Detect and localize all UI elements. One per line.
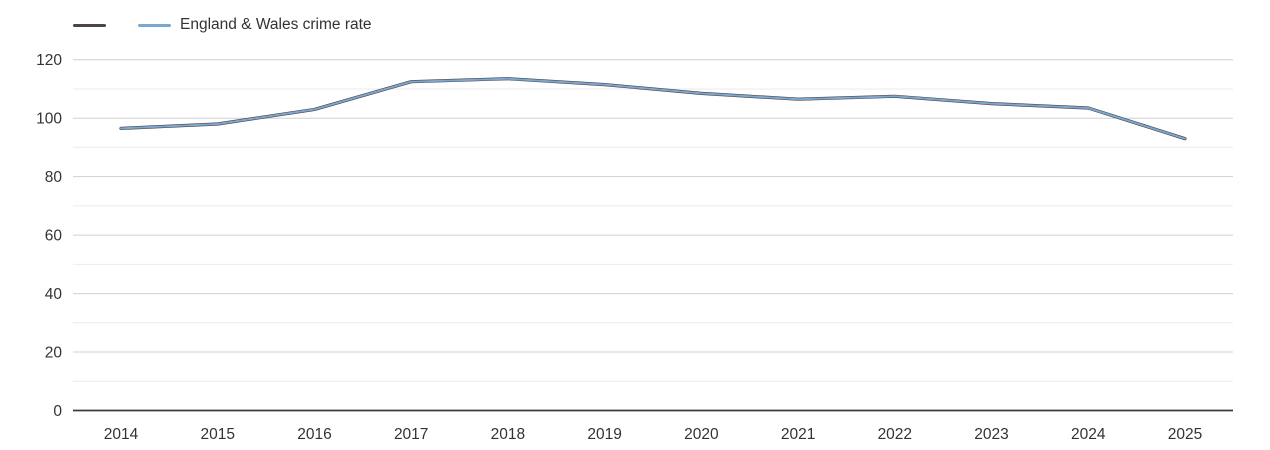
y-tick-label: 40 xyxy=(45,286,63,303)
chart-legend: England & Wales crime rate xyxy=(73,16,404,34)
x-tick-label: 2017 xyxy=(394,426,428,443)
x-tick-label: 2021 xyxy=(781,426,815,443)
x-tick-label: 2025 xyxy=(1168,426,1202,443)
y-tick-label: 60 xyxy=(45,228,63,245)
x-tick-label: 2014 xyxy=(104,426,139,443)
y-tick-label: 120 xyxy=(36,52,62,69)
y-tick-label: 0 xyxy=(53,403,62,420)
x-tick-label: 2015 xyxy=(200,426,234,443)
legend-line-swatch-blue xyxy=(138,23,171,27)
x-tick-label: 2023 xyxy=(974,426,1008,443)
x-tick-label: 2019 xyxy=(587,426,621,443)
x-tick-label: 2022 xyxy=(878,426,912,443)
x-tick-label: 2016 xyxy=(297,426,331,443)
y-tick-label: 20 xyxy=(45,345,63,362)
series-line-england-wales[interactable] xyxy=(120,77,1186,140)
x-tick-label: 2018 xyxy=(491,426,525,443)
legend-label-england-wales: England & Wales crime rate xyxy=(180,16,372,33)
series-line-local-area[interactable] xyxy=(119,77,1187,141)
x-tick-label: 2024 xyxy=(1071,426,1106,443)
y-tick-label: 80 xyxy=(45,169,63,186)
x-tick-label: 2020 xyxy=(684,426,719,443)
legend-item-local-area[interactable] xyxy=(73,23,106,27)
legend-item-england-wales[interactable]: England & Wales crime rate xyxy=(138,16,372,34)
legend-line-swatch-dark xyxy=(73,23,106,27)
y-tick-label: 100 xyxy=(36,111,62,128)
